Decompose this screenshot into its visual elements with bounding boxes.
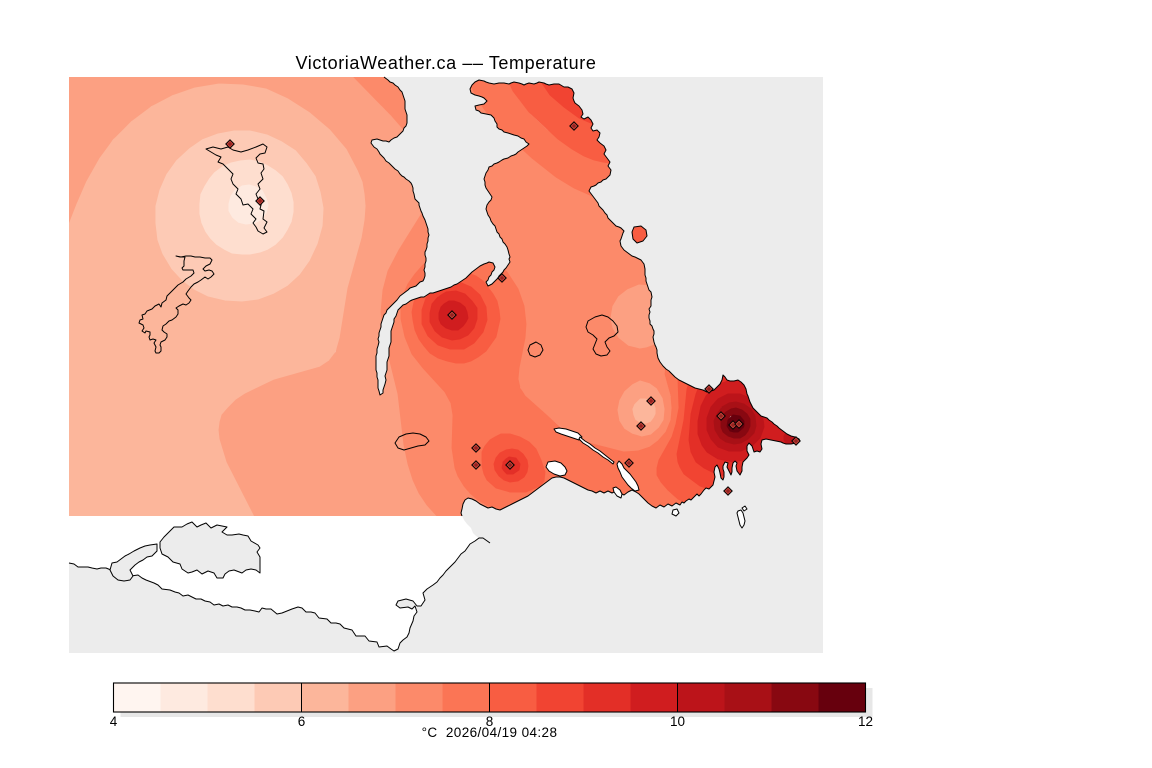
station-marker-hatch — [638, 423, 644, 429]
coastline-main — [370, 76, 801, 517]
islet-trial-1 — [736, 509, 746, 529]
station-marker-hatch — [507, 462, 513, 468]
colorbar-swatch — [160, 683, 208, 712]
island-south — [138, 255, 215, 354]
colorbar-swatch — [724, 683, 772, 712]
water-gorge — [578, 436, 615, 465]
colorbar-swatch — [442, 683, 490, 712]
colorbar-swatch — [489, 683, 537, 712]
lake-prospect — [527, 341, 544, 358]
map-title: VictoriaWeather.ca –– Temperature — [295, 53, 597, 73]
land-olympic-coast — [68, 537, 491, 652]
islet-trial-2 — [741, 505, 748, 512]
station-marker-hatch — [257, 198, 263, 204]
land-ediz-hook — [109, 543, 158, 582]
colorbar-swatch — [207, 683, 255, 712]
colorbar-swatch — [630, 683, 678, 712]
station-marker-hatch — [725, 488, 731, 494]
station-marker-hatch — [473, 445, 479, 451]
land-olympic-west — [69, 538, 490, 653]
station-marker-hatch — [793, 438, 799, 444]
station-marker-hatch — [499, 275, 505, 281]
station-marker-hatch — [449, 312, 455, 318]
water-esquimalt-harbour — [545, 460, 568, 477]
water-portage-inlet — [553, 427, 583, 441]
station-marker-hatch — [626, 460, 632, 466]
station-marker-hatch — [227, 141, 233, 147]
lake-elk — [585, 314, 619, 357]
water-harbour-mouth — [612, 486, 623, 499]
station-marker-hatch — [730, 422, 736, 428]
colorbar-tick-label: 4 — [110, 714, 118, 729]
station-marker-hatch — [718, 413, 724, 419]
colorbar-units-timestamp: °C 2026/04/19 04:28 — [421, 725, 558, 740]
colorbar-swatch — [536, 683, 584, 712]
land-dungeness — [159, 521, 261, 579]
station-marker-hatch — [473, 462, 479, 468]
colorbar-swatch — [818, 683, 866, 712]
island-james — [631, 225, 648, 244]
colorbar: 4 6 8 10 12 — [110, 682, 873, 729]
colorbar-tick-label: 6 — [298, 714, 306, 729]
station-marker-hatch — [706, 386, 712, 392]
colorbar-tick-label: 10 — [670, 714, 685, 729]
colorbar-tick-label: 8 — [486, 714, 494, 729]
colorbar-swatch — [771, 683, 819, 712]
station-marker-hatch — [571, 123, 577, 129]
colorbar-swatch — [583, 683, 631, 712]
lake-langford — [394, 432, 430, 451]
water-victoria-harbour — [616, 460, 640, 492]
colorbar-swatch — [677, 683, 725, 712]
island-saltspring — [205, 143, 268, 235]
station-marker-hatch — [648, 398, 654, 404]
colorbar-swatch — [395, 683, 443, 712]
colorbar-swatch — [254, 683, 302, 712]
colorbar-swatch — [301, 683, 349, 712]
colorbar-swatch — [348, 683, 396, 712]
islet-race — [671, 508, 680, 517]
colorbar-tick-label: 12 — [858, 714, 873, 729]
colorbar-swatch — [113, 683, 161, 712]
station-marker-hatch — [736, 421, 742, 427]
station-markers — [225, 121, 801, 496]
